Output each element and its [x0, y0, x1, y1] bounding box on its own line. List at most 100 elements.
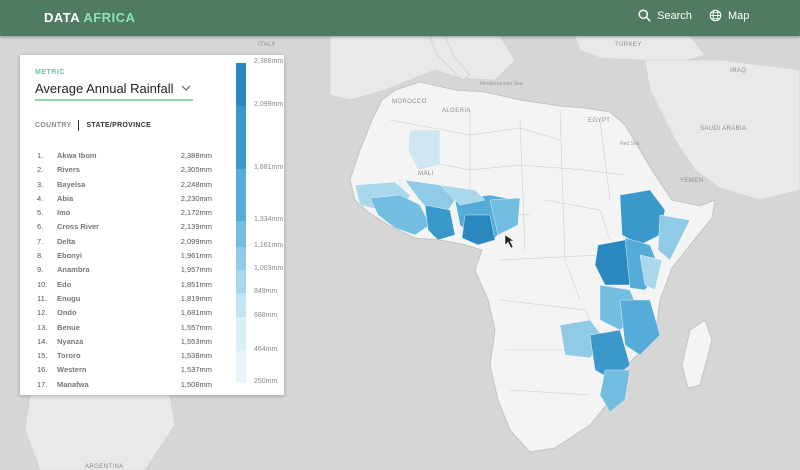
legend-color-bar: [236, 63, 246, 383]
legend-tick-label: 1,334mm: [254, 215, 284, 223]
europe-landmass: [329, 35, 516, 101]
region-name: Rivers: [57, 165, 80, 175]
list-item[interactable]: 10. Edo 1,851mm: [35, 278, 212, 292]
legend-swatch: [236, 246, 246, 271]
list-item[interactable]: 13. Benue 1,557mm: [35, 321, 212, 335]
list-item[interactable]: 17. Manafwa 1,508mm: [35, 378, 212, 392]
search-icon: [638, 9, 651, 22]
rank-number: 3.: [37, 179, 44, 189]
rank-number: 9.: [37, 265, 44, 275]
legend-tick-label: 464mm: [254, 345, 278, 353]
legend-swatch: [236, 317, 246, 351]
metric-label: METRIC: [35, 69, 65, 76]
label-turkey: TURKEY: [615, 42, 642, 48]
rank-number: 16.: [37, 365, 48, 375]
tab-state-province[interactable]: STATE/PROVINCE: [86, 122, 152, 129]
south-america: [24, 394, 176, 470]
rainfall-value: 2,172mm: [180, 208, 212, 218]
list-item[interactable]: 14. Nyanza 1,553mm: [35, 335, 212, 349]
region-name: Edo: [57, 279, 72, 289]
legend-tick-label: 2,099mm: [254, 101, 284, 109]
tab-divider: [78, 120, 80, 131]
legend-swatch: [236, 168, 246, 221]
rainfall-value: 1,957mm: [180, 265, 212, 275]
label-iraq: IRAQ: [730, 68, 746, 74]
list-item[interactable]: 16. Western 1,537mm: [35, 363, 212, 377]
list-item[interactable]: 5. Imo 2,172mm: [35, 206, 212, 220]
metric-selected-value: Average Annual Rainfall: [35, 81, 174, 96]
rank-number: 13.: [37, 322, 48, 332]
list-item[interactable]: 4. Abia 2,230mm: [35, 192, 212, 206]
rank-number: 10.: [37, 279, 48, 289]
madagascar: [681, 319, 713, 389]
label-italy: ITALY: [258, 42, 276, 48]
list-item[interactable]: 7. Delta 2,099mm: [35, 235, 212, 249]
legend-tick-label: 1,161mm: [254, 241, 284, 249]
label-algeria: ALGERIA: [442, 108, 471, 114]
legend-tick-label: 849mm: [254, 288, 278, 296]
list-item[interactable]: 6. Cross River 2,139mm: [35, 220, 212, 234]
label-mediterranean: Mediterranean Sea: [480, 81, 523, 87]
rainfall-value: 2,248mm: [180, 179, 212, 189]
globe-icon: [709, 9, 722, 22]
region-name: Akwa Ibom: [57, 151, 97, 160]
rank-number: 11.: [37, 293, 47, 303]
brand-logo[interactable]: DATA AFRICA: [44, 10, 135, 25]
legend-tick-label: 688mm: [254, 312, 278, 320]
legend-tick-label: 1,681mm: [254, 163, 284, 171]
region-name: Enugu: [57, 293, 81, 303]
top-navigation-bar: DATA AFRICA Search Map: [0, 0, 800, 36]
metric-dropdown[interactable]: Average Annual Rainfall: [35, 81, 193, 101]
search-label: Search: [657, 9, 692, 22]
region-name: Abia: [57, 193, 74, 203]
region-name: Delta: [57, 236, 76, 246]
label-red-sea: Red Sea: [620, 141, 640, 147]
rank-number: 14.: [37, 336, 48, 346]
list-item[interactable]: 3. Bayelsa 2,248mm: [35, 178, 212, 192]
legend-tick-label: 250mm: [254, 378, 278, 385]
ranking-panel: METRIC Average Annual Rainfall COUNTRY S…: [20, 55, 284, 395]
list-item[interactable]: 9. Anambra 1,957mm: [35, 263, 212, 277]
rank-number: 6.: [37, 222, 44, 232]
rainfall-value: 2,388mm: [180, 151, 212, 160]
italy-shape: [429, 35, 471, 81]
list-item[interactable]: 1. Akwa Ibom 2,388mm: [35, 149, 212, 163]
map-button[interactable]: Map: [709, 9, 749, 22]
region-name: Nyanza: [57, 336, 84, 346]
region-name: Ondo: [57, 308, 77, 318]
ranking-list: 1. Akwa Ibom 2,388mm 2. Rivers 2,305mm 3. Bayel…: [35, 149, 212, 392]
label-argentina: ARGENTINA: [85, 464, 124, 470]
list-item[interactable]: 8. Ebonyi 1,961mm: [35, 249, 212, 263]
rainfall-east-africa: [559, 189, 691, 413]
rainfall-value: 2,230mm: [180, 193, 212, 203]
rainfall-value: 1,819mm: [180, 293, 212, 303]
region-name: Benue: [57, 322, 80, 332]
map-label: Map: [728, 9, 750, 22]
legend-swatch: [236, 63, 246, 107]
list-item[interactable]: 11. Enugu 1,819mm: [35, 292, 212, 306]
rainfall-value: 1,851mm: [180, 279, 212, 289]
geo-level-tabs: COUNTRY STATE/PROVINCE: [35, 120, 151, 131]
legend-swatch: [236, 220, 246, 247]
region-name: Tororo: [57, 351, 81, 361]
list-item[interactable]: 12. Ondo 1,681mm: [35, 306, 212, 320]
rank-number: 17.: [37, 379, 48, 389]
mouse-cursor-icon: [504, 234, 515, 249]
list-item[interactable]: 2. Rivers 2,305mm: [35, 163, 212, 177]
rank-number: 12.: [37, 308, 48, 318]
region-name: Bayelsa: [57, 179, 86, 189]
region-name: Manafwa: [57, 379, 89, 389]
rainfall-value: 1,508mm: [180, 379, 212, 389]
list-item[interactable]: 15. Tororo 1,538mm: [35, 349, 212, 363]
legend-swatch: [236, 293, 246, 318]
chevron-down-icon: [181, 85, 191, 91]
brand-text-africa: AFRICA: [83, 10, 136, 25]
tab-country[interactable]: COUNTRY: [35, 122, 72, 129]
search-button[interactable]: Search: [638, 9, 692, 22]
rainfall-value: 1,538mm: [180, 351, 212, 361]
color-legend: 2,388mm 2,099mm 1,681mm 1,334mm 1,161mm 1,003…: [214, 55, 284, 395]
label-morocco: MOROCCO: [392, 99, 427, 105]
rainfall-value: 1,961mm: [180, 251, 212, 261]
region-name: Western: [57, 365, 87, 375]
rank-number: 1.: [37, 151, 44, 160]
